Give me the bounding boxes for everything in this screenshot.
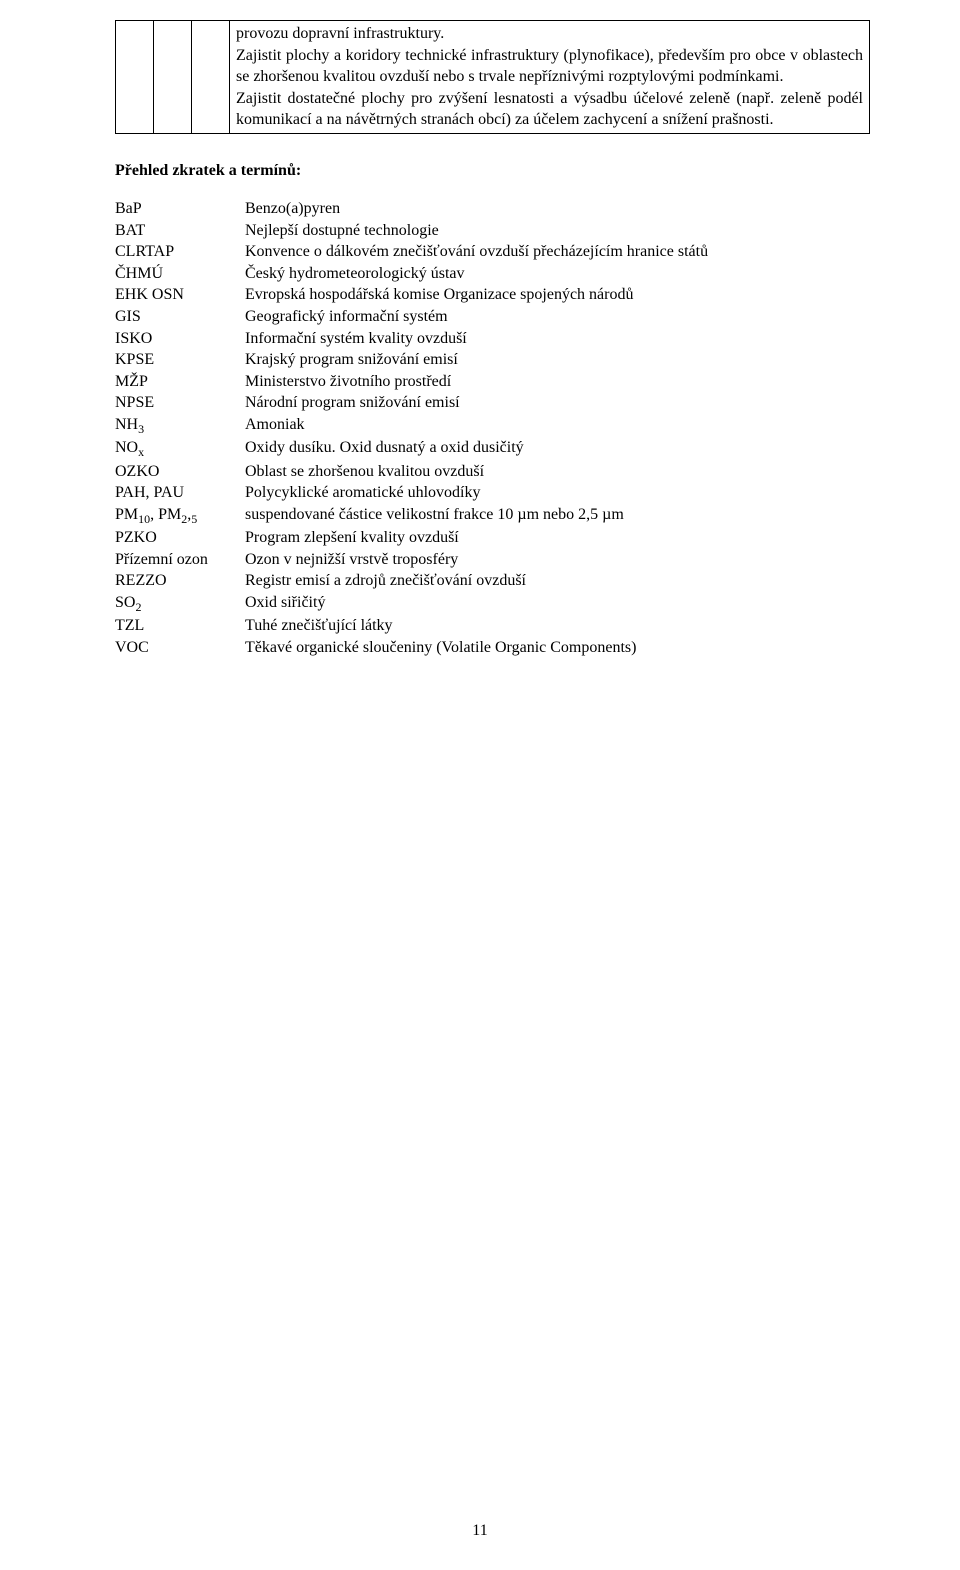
- term-row: REZZORegistr emisí a zdrojů znečišťování…: [115, 570, 870, 592]
- term-row: OZKOOblast se zhoršenou kvalitou ovzduší: [115, 461, 870, 483]
- term-abbr: TZL: [115, 615, 245, 637]
- terms-list: BaPBenzo(a)pyrenBATNejlepší dostupné tec…: [115, 198, 870, 659]
- term-def: Český hydrometeorologický ústav: [245, 263, 870, 285]
- term-row: ISKOInformační systém kvality ovzduší: [115, 328, 870, 350]
- top-table: provozu dopravní infrastruktury.Zajistit…: [115, 20, 870, 134]
- term-row: PAH, PAUPolycyklické aromatické uhlovodí…: [115, 482, 870, 504]
- table-cell-empty-2: [154, 21, 192, 134]
- term-abbr: PM10, PM2,5: [115, 504, 245, 527]
- term-def: Tuhé znečišťující látky: [245, 615, 870, 637]
- term-def: Polycyklické aromatické uhlovodíky: [245, 482, 870, 504]
- term-def: Benzo(a)pyren: [245, 198, 870, 220]
- term-abbr: OZKO: [115, 461, 245, 483]
- term-row: GISGeografický informační systém: [115, 306, 870, 328]
- term-def: Nejlepší dostupné technologie: [245, 220, 870, 242]
- term-row: KPSEKrajský program snižování emisí: [115, 349, 870, 371]
- term-row: VOCTěkavé organické sloučeniny (Volatile…: [115, 637, 870, 659]
- term-abbr: PAH, PAU: [115, 482, 245, 504]
- term-def: Oblast se zhoršenou kvalitou ovzduší: [245, 461, 870, 483]
- term-row: BaPBenzo(a)pyren: [115, 198, 870, 220]
- term-def: Informační systém kvality ovzduší: [245, 328, 870, 350]
- term-abbr: CLRTAP: [115, 241, 245, 263]
- term-abbr: BAT: [115, 220, 245, 242]
- term-abbr: GIS: [115, 306, 245, 328]
- term-abbr: ČHMÚ: [115, 263, 245, 285]
- term-abbr: Přízemní ozon: [115, 549, 245, 571]
- section-heading: Přehled zkratek a termínů:: [115, 162, 870, 180]
- term-row: Přízemní ozonOzon v nejnižší vrstvě trop…: [115, 549, 870, 571]
- term-def: Registr emisí a zdrojů znečišťování ovzd…: [245, 570, 870, 592]
- term-def: Ozon v nejnižší vrstvě troposféry: [245, 549, 870, 571]
- term-abbr: PZKO: [115, 527, 245, 549]
- table-cell-text: provozu dopravní infrastruktury.Zajistit…: [230, 21, 870, 134]
- term-row: BATNejlepší dostupné technologie: [115, 220, 870, 242]
- table-cell-empty-1: [116, 21, 154, 134]
- term-abbr: KPSE: [115, 349, 245, 371]
- term-row: TZLTuhé znečišťující látky: [115, 615, 870, 637]
- term-abbr: NPSE: [115, 392, 245, 414]
- term-row: NH3Amoniak: [115, 414, 870, 437]
- term-abbr: NH3: [115, 414, 245, 437]
- term-def: Program zlepšení kvality ovzduší: [245, 527, 870, 549]
- term-abbr: EHK OSN: [115, 284, 245, 306]
- term-abbr: MŽP: [115, 371, 245, 393]
- term-abbr: NOx: [115, 437, 245, 460]
- term-row: PM10, PM2,5suspendované částice velikost…: [115, 504, 870, 527]
- term-def: Národní program snižování emisí: [245, 392, 870, 414]
- term-row: NPSENárodní program snižování emisí: [115, 392, 870, 414]
- term-abbr: REZZO: [115, 570, 245, 592]
- term-abbr: VOC: [115, 637, 245, 659]
- page-number: 11: [0, 1522, 960, 1540]
- term-abbr: BaP: [115, 198, 245, 220]
- table-row: provozu dopravní infrastruktury.Zajistit…: [116, 21, 870, 134]
- term-row: MŽPMinisterstvo životního prostředí: [115, 371, 870, 393]
- term-def: suspendované částice velikostní frakce 1…: [245, 504, 870, 526]
- term-abbr: ISKO: [115, 328, 245, 350]
- term-def: Evropská hospodářská komise Organizace s…: [245, 284, 870, 306]
- table-cell-empty-3: [192, 21, 230, 134]
- term-row: CLRTAPKonvence o dálkovém znečišťování o…: [115, 241, 870, 263]
- term-def: Oxid siřičitý: [245, 592, 870, 614]
- term-def: Geografický informační systém: [245, 306, 870, 328]
- term-row: NOxOxidy dusíku. Oxid dusnatý a oxid dus…: [115, 437, 870, 460]
- term-row: SO2Oxid siřičitý: [115, 592, 870, 615]
- term-def: Krajský program snižování emisí: [245, 349, 870, 371]
- term-def: Těkavé organické sloučeniny (Volatile Or…: [245, 637, 870, 659]
- term-row: PZKOProgram zlepšení kvality ovzduší: [115, 527, 870, 549]
- term-def: Oxidy dusíku. Oxid dusnatý a oxid dusiči…: [245, 437, 870, 459]
- term-def: Ministerstvo životního prostředí: [245, 371, 870, 393]
- term-def: Konvence o dálkovém znečišťování ovzduší…: [245, 241, 870, 263]
- term-def: Amoniak: [245, 414, 870, 436]
- term-row: ČHMÚČeský hydrometeorologický ústav: [115, 263, 870, 285]
- term-abbr: SO2: [115, 592, 245, 615]
- term-row: EHK OSNEvropská hospodářská komise Organ…: [115, 284, 870, 306]
